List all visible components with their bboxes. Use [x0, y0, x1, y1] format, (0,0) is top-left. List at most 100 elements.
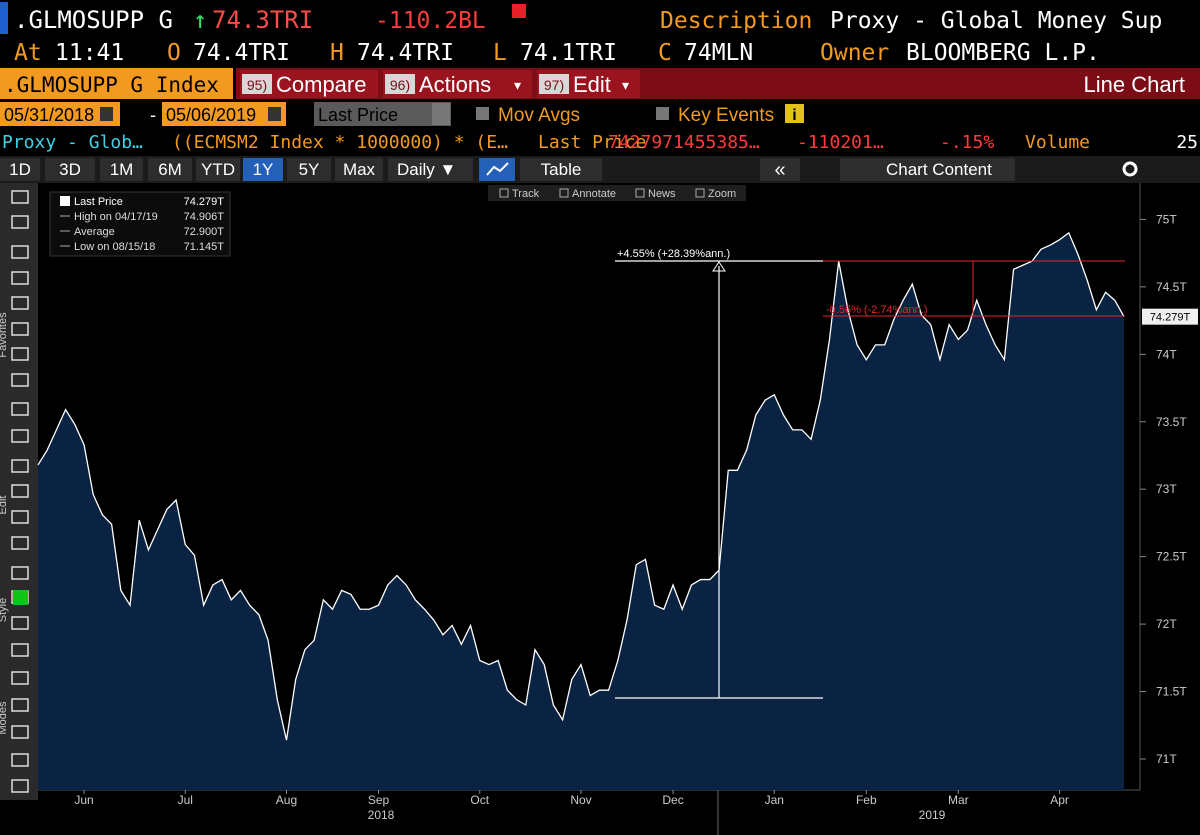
color-swatch[interactable]	[13, 590, 28, 605]
sidebar-icon[interactable]	[11, 459, 29, 473]
period-button[interactable]	[45, 158, 95, 181]
chart-content-button[interactable]	[840, 158, 1015, 181]
sidebar-icon[interactable]	[11, 484, 29, 498]
sidebar-icon[interactable]	[11, 190, 29, 204]
period-button[interactable]	[243, 158, 283, 181]
period-label[interactable]: Max	[343, 160, 376, 179]
dropdown-arrow: ▾	[514, 77, 521, 93]
key-events[interactable]: Key Events	[678, 105, 774, 126]
checkbox[interactable]	[656, 107, 669, 120]
sidebar-icon[interactable]	[11, 779, 29, 793]
info-glyph: i	[792, 107, 796, 124]
chart-content[interactable]: Chart Content	[886, 160, 992, 179]
period-label[interactable]: 5Y	[299, 160, 320, 179]
y-tick-label: 71T	[1156, 752, 1177, 766]
x-tick-label: Jun	[74, 793, 93, 807]
sidebar-icon[interactable]	[11, 671, 29, 685]
period-label[interactable]: YTD	[201, 160, 235, 179]
sidebar-icon[interactable]	[11, 698, 29, 712]
sidebar-icon[interactable]	[11, 616, 29, 630]
collapse-button[interactable]	[760, 158, 800, 181]
sidebar	[0, 183, 38, 800]
period-label[interactable]: 3D	[59, 160, 81, 179]
label: H	[330, 40, 344, 66]
view-label: Line Chart	[1083, 72, 1185, 97]
status-bar	[0, 2, 8, 34]
x-tick-label: Oct	[470, 793, 489, 807]
frequency-button[interactable]	[388, 158, 473, 181]
sidebar-icon[interactable]	[11, 536, 29, 550]
x-tick-label: Nov	[570, 793, 591, 807]
field-box[interactable]	[314, 102, 451, 126]
tool-label[interactable]: Annotate	[572, 188, 616, 200]
sidebar-icon[interactable]	[11, 245, 29, 259]
period-button[interactable]	[0, 158, 40, 181]
sidebar-icon[interactable]	[11, 373, 29, 387]
menu-key-box	[539, 74, 569, 94]
value: 74MLN	[684, 40, 753, 66]
chart-icon	[486, 162, 509, 176]
sidebar-icon[interactable]	[11, 725, 29, 739]
tool-label[interactable]: Track	[512, 188, 540, 200]
sidebar-icon[interactable]	[11, 753, 29, 767]
menu-item[interactable]: Edit	[573, 72, 611, 97]
y-tick-label: 74.5T	[1156, 280, 1187, 294]
value: BLOOMBERG L.P.	[906, 40, 1100, 66]
period-label[interactable]: 6M	[158, 160, 182, 179]
period-button[interactable]	[100, 158, 143, 181]
label: Owner	[820, 40, 889, 66]
menu-item[interactable]: Actions	[419, 72, 491, 97]
tool-icon[interactable]	[559, 188, 569, 198]
period-label[interactable]: 1D	[9, 160, 31, 179]
period-button[interactable]	[148, 158, 192, 181]
legend-label: Last Price	[74, 196, 123, 208]
table-label[interactable]: Table	[541, 160, 582, 179]
y-tick-label: 73T	[1156, 482, 1177, 496]
sidebar-icon[interactable]	[11, 322, 29, 336]
tool-icon[interactable]	[635, 188, 645, 198]
checkbox[interactable]	[476, 107, 489, 120]
period-label[interactable]: 1Y	[253, 160, 274, 179]
security-box[interactable]	[0, 68, 233, 99]
sidebar-icon[interactable]	[11, 566, 29, 580]
legend-label: Low on 08/15/18	[74, 241, 155, 253]
period-button[interactable]	[335, 158, 383, 181]
dropdown-arrow: ▾	[622, 77, 629, 93]
last-price-label: 74.279T	[1150, 312, 1191, 324]
price: 74.3TRI	[212, 6, 313, 34]
sidebar-icon[interactable]	[11, 347, 29, 361]
area	[38, 232, 1124, 791]
sidebar-icon[interactable]	[11, 271, 29, 285]
value: -.15%	[940, 132, 994, 153]
period-label[interactable]: 1M	[110, 160, 134, 179]
sidebar-label: Favorites	[0, 312, 9, 358]
sidebar-icon[interactable]	[11, 510, 29, 524]
info-icon[interactable]	[785, 104, 804, 123]
dropdown	[432, 103, 450, 125]
sidebar-icon[interactable]	[11, 643, 29, 657]
mov-avgs[interactable]: Mov Avgs	[498, 105, 580, 126]
menu-key: 96)	[390, 77, 410, 93]
sidebar-icon[interactable]	[11, 215, 29, 229]
x-tick-label: Sep	[368, 793, 390, 807]
frequency[interactable]: Daily ▼	[397, 160, 456, 179]
tool-label[interactable]: Zoom	[708, 188, 736, 200]
period-button[interactable]	[196, 158, 240, 181]
value: 7427971455385…	[608, 132, 760, 153]
tool-label[interactable]: News	[648, 188, 676, 200]
menu-item[interactable]: Compare	[276, 72, 366, 97]
value: 74.4TRI	[193, 40, 290, 66]
separator: -	[150, 105, 156, 125]
legend-value: 74.906T	[184, 211, 225, 223]
menu-key-box	[242, 74, 272, 94]
period-button[interactable]	[287, 158, 331, 181]
sidebar-label: Modes	[0, 701, 9, 735]
tool-icon[interactable]	[695, 188, 705, 198]
sidebar-icon[interactable]	[11, 296, 29, 310]
alert-box	[512, 4, 526, 18]
table-button[interactable]	[520, 158, 602, 181]
tool-icon[interactable]	[499, 188, 509, 198]
end-date-box[interactable]	[162, 102, 286, 126]
sidebar-icon[interactable]	[11, 402, 29, 416]
sidebar-icon[interactable]	[11, 429, 29, 443]
